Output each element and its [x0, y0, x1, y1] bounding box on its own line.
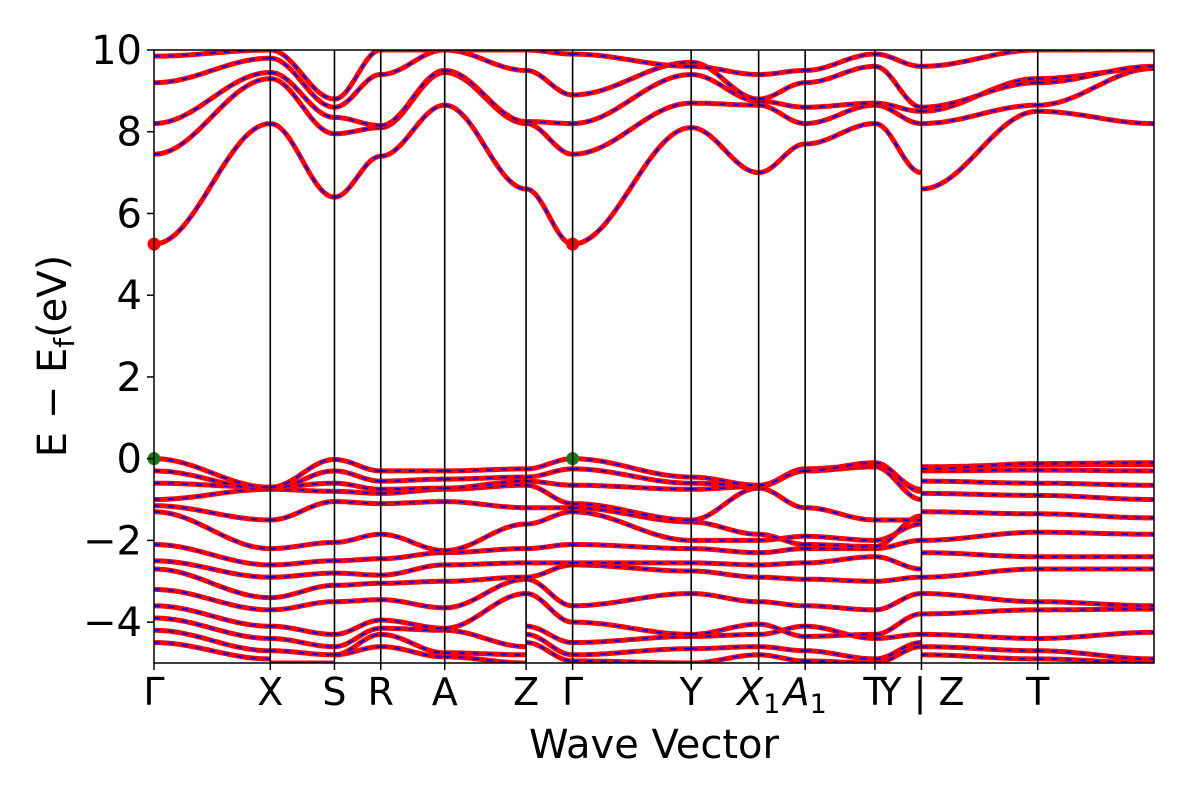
y-tick-label-4: 4: [117, 273, 142, 319]
x-tick-label-7: Y: [679, 670, 704, 714]
x-tick-label-8: X1: [735, 670, 780, 720]
band-line-dashed-14: [154, 104, 1154, 246]
y-axis-label-unit: (eV): [30, 255, 76, 338]
y-axis-label-subscript: f: [48, 337, 81, 348]
y-axis-label: E − Ef(eV): [30, 255, 81, 458]
bands-layer: [154, 50, 1154, 663]
x-tick-label-1: X: [257, 670, 283, 714]
band-line-dashed-15: [154, 67, 1154, 156]
y-tick-label-1: −2: [83, 518, 142, 564]
band-line-dashed-7: [154, 531, 1154, 566]
y-axis-ticks: −4 −2 0 2 4 6 8 10: [83, 28, 154, 646]
band-line-dashed-8: [154, 510, 1154, 552]
x-tick-label-9: A1: [781, 670, 827, 720]
plot-frame: [153, 49, 1155, 664]
band-line-dashed-9: [154, 492, 1154, 548]
band-line-dashed-0: [154, 641, 1154, 663]
y-tick-label-3: 2: [117, 355, 142, 401]
x-tick-label-5: Z: [513, 670, 539, 714]
kpoint-divider-lines: [269, 50, 1039, 663]
band-line-dashed-18: [154, 50, 1154, 100]
x-tick-label-0: Γ: [143, 670, 164, 714]
band-line-dashed-13: [154, 457, 1154, 493]
x-axis-label: Wave Vector: [529, 722, 780, 768]
band-line-dashed-1: [154, 629, 1154, 660]
y-tick-label-5: 6: [117, 191, 142, 237]
y-tick-label-7: 10: [91, 28, 142, 74]
band-line-dashed-2: [154, 617, 1154, 648]
x-tick-label-2: S: [322, 670, 346, 714]
band-line-dashed-5: [154, 563, 1154, 599]
y-tick-label-6: 8: [117, 110, 142, 156]
band-line-dashed-11: [154, 465, 1154, 501]
y-axis-label-main: E − E: [30, 348, 76, 458]
y-tick-label-0: −4: [83, 600, 142, 646]
y-tick-label-2: 0: [117, 437, 142, 483]
band-line-dashed-10: [154, 480, 1154, 521]
x-tick-label-11: Y | Z: [877, 670, 964, 715]
band-line-dashed-6: [154, 551, 1154, 579]
x-tick-label-10: T: [862, 670, 887, 714]
x-tick-label-4: A: [432, 670, 458, 714]
band-line-dashed-3: [154, 592, 1154, 638]
x-tick-label-12: T: [1025, 670, 1050, 714]
x-tick-label-3: R: [368, 670, 394, 714]
band-line-dashed-4: [154, 578, 1154, 611]
x-tick-label-6: Γ: [562, 670, 583, 714]
band-line-dashed-17: [154, 50, 1154, 109]
